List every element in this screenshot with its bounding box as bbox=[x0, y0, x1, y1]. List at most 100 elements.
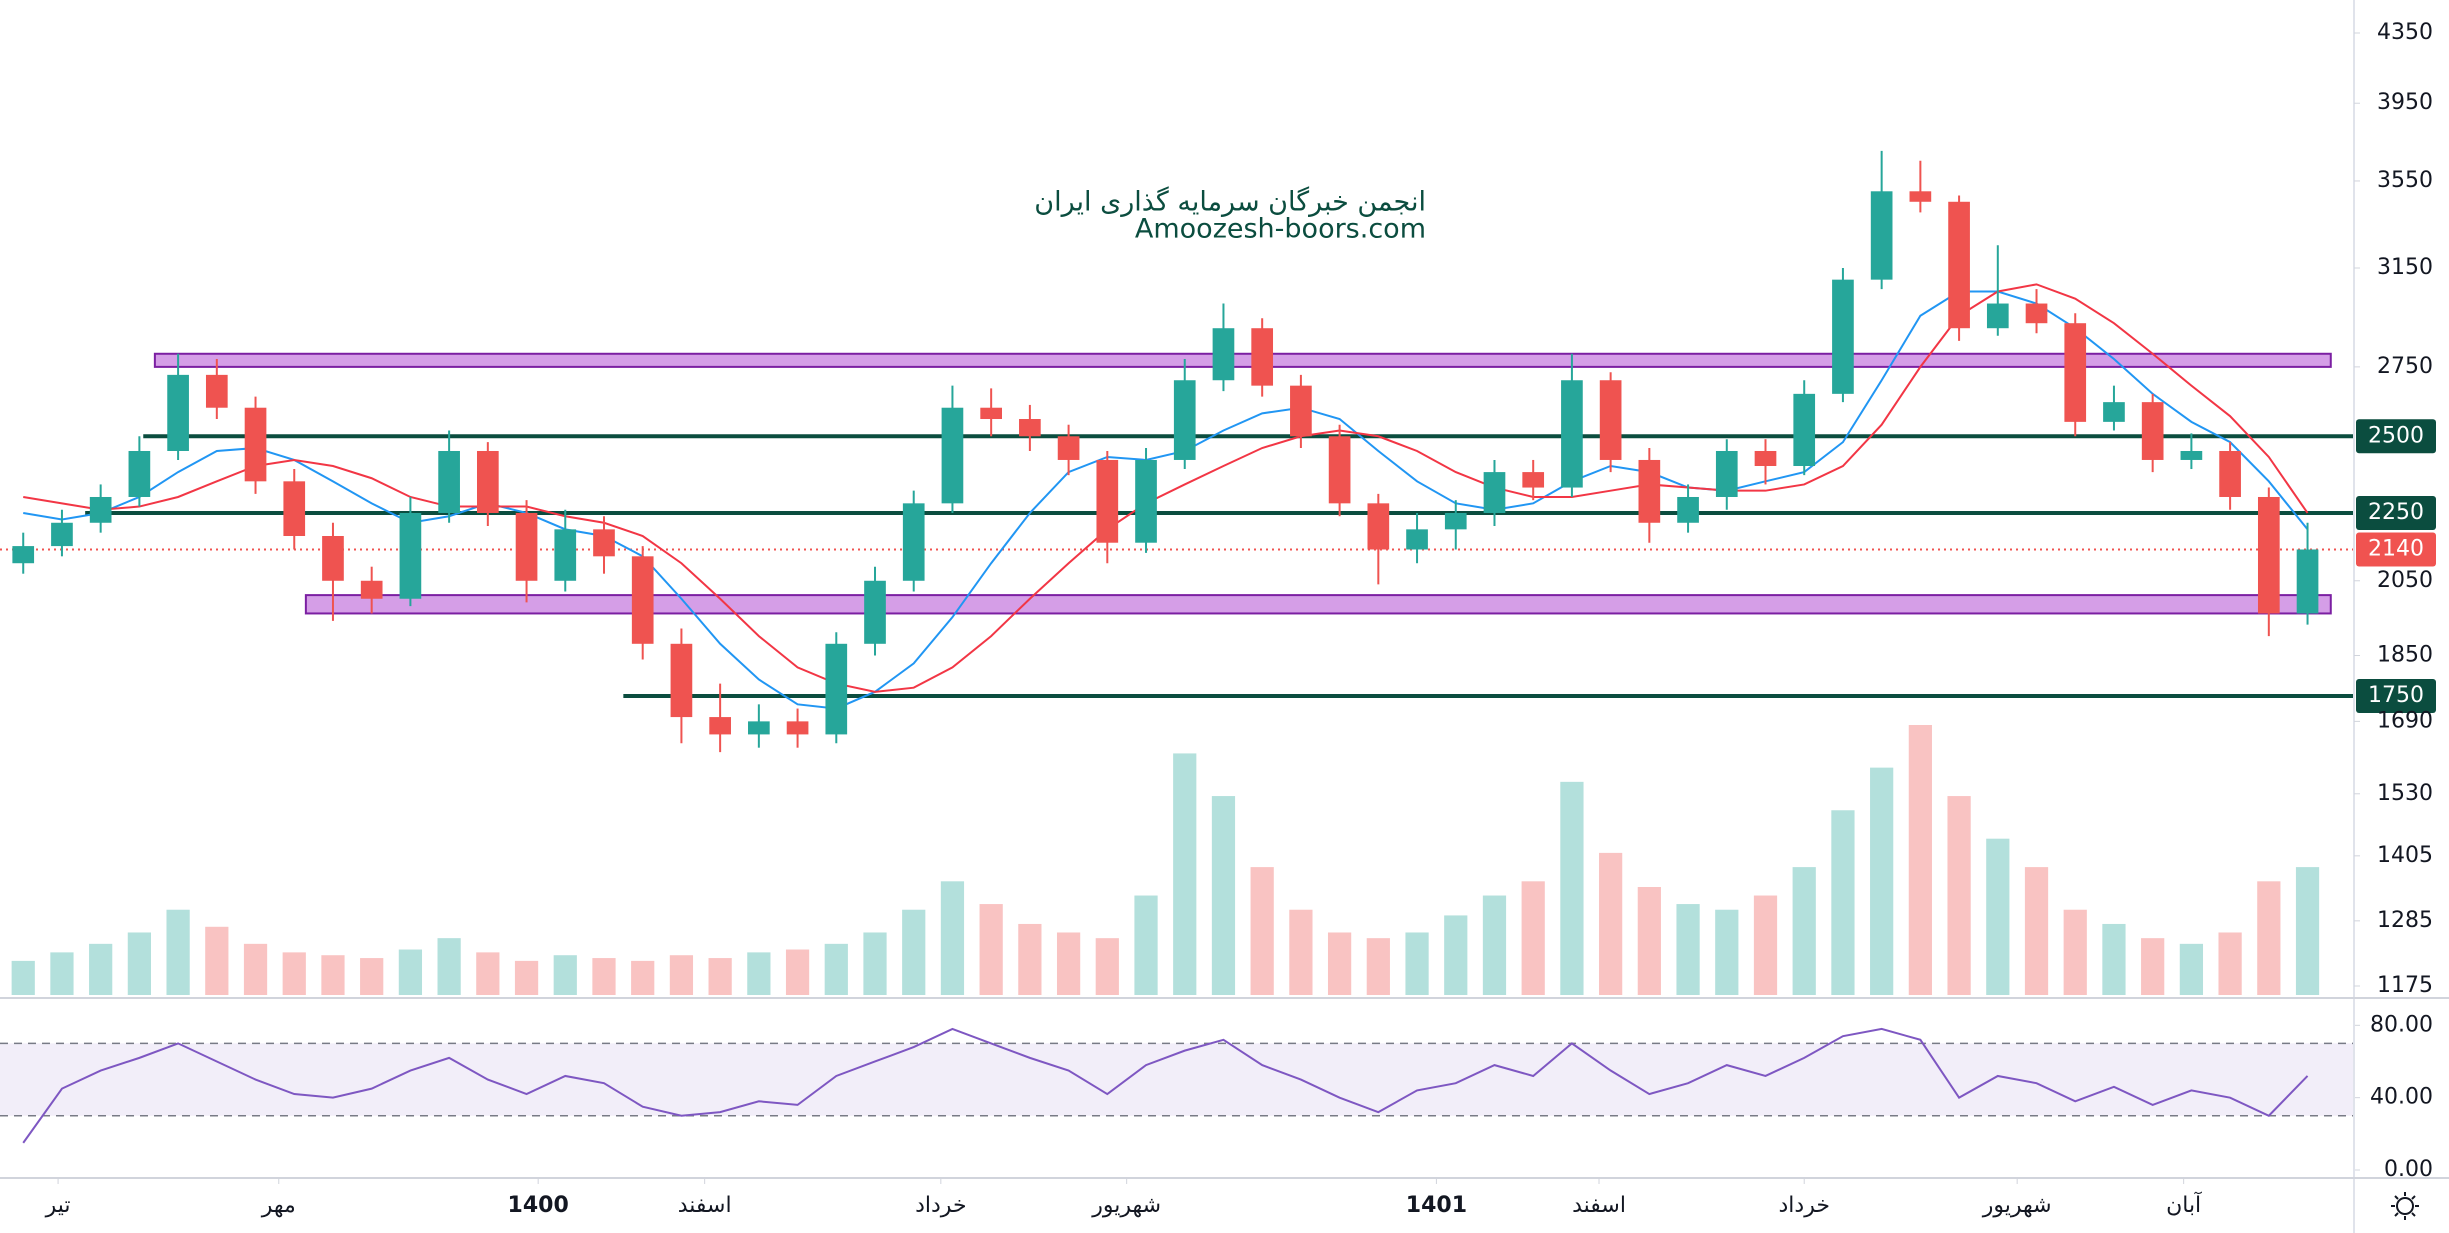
volume-bar bbox=[2141, 938, 2165, 995]
x-tick-label: اسفند bbox=[1572, 1193, 1626, 1218]
volume-bar bbox=[1482, 895, 1507, 995]
candle-body bbox=[941, 407, 964, 504]
settings-icon-circle bbox=[2396, 1197, 2414, 1215]
rsi-y-tick-label: 40.00 bbox=[2370, 1085, 2433, 1110]
candle-body bbox=[322, 536, 344, 581]
volume-bar bbox=[1327, 932, 1352, 995]
volume-bar bbox=[1521, 881, 1545, 995]
volume-bar bbox=[1211, 796, 1236, 995]
candle-body bbox=[1019, 419, 1041, 437]
volume-bar bbox=[476, 952, 500, 995]
candle-body bbox=[1367, 503, 1390, 550]
volume-bar bbox=[127, 932, 151, 995]
volume-bar bbox=[2179, 943, 2204, 995]
volume-bar bbox=[1095, 938, 1119, 995]
candle-body bbox=[593, 529, 615, 557]
y-tick-label: 3550 bbox=[2377, 168, 2433, 193]
volume-bar bbox=[1366, 938, 1390, 995]
x-tick-label: خرداد bbox=[1778, 1193, 1829, 1218]
candle-body bbox=[167, 374, 189, 451]
volume-bar bbox=[553, 955, 577, 995]
volume-bar bbox=[592, 958, 616, 995]
candle-body bbox=[12, 546, 35, 564]
volume-bar bbox=[1753, 895, 1778, 995]
volume-bar bbox=[243, 943, 268, 995]
y-tick-label: 1285 bbox=[2377, 908, 2433, 933]
volume-bar bbox=[1560, 781, 1584, 995]
x-tick-label: تیر bbox=[45, 1193, 71, 1218]
volume-bar bbox=[1405, 932, 1429, 995]
volume-bar bbox=[2295, 867, 2320, 995]
candle-body bbox=[1444, 512, 1467, 530]
volume-bar bbox=[166, 909, 190, 995]
y-tick-label: 1405 bbox=[2377, 843, 2433, 868]
candle-body bbox=[1328, 436, 1351, 504]
x-tick-label: شهریور bbox=[1982, 1193, 2052, 1218]
candle-body bbox=[1832, 279, 1854, 394]
x-tick-label: شهریور bbox=[1091, 1193, 1161, 1218]
x-tick-label: آبان bbox=[2166, 1191, 2202, 1218]
volume-bar bbox=[1792, 867, 1816, 995]
volume-bar bbox=[1599, 852, 1623, 995]
axes: 4350 3950 3550 3150 2750 2050 1850 1690 1530 1405… bbox=[45, 20, 2433, 1218]
level-label-box bbox=[2356, 678, 2436, 713]
candle-body bbox=[2025, 303, 2048, 324]
volume-bar bbox=[2218, 932, 2242, 995]
candle-body bbox=[1677, 496, 1699, 523]
level-label: 2500 bbox=[2368, 423, 2424, 448]
settings-icon[interactable] bbox=[2391, 1192, 2419, 1220]
candle-body bbox=[2180, 450, 2203, 460]
candle-body bbox=[2257, 496, 2280, 614]
candle-body bbox=[1638, 459, 1661, 523]
candle-body bbox=[554, 529, 577, 581]
candle-body bbox=[283, 481, 306, 537]
y-tick-label: 1530 bbox=[2377, 781, 2433, 806]
volume-bar bbox=[11, 960, 35, 995]
candles bbox=[12, 150, 2319, 753]
candle-body bbox=[1212, 328, 1235, 381]
volume-bar bbox=[902, 909, 926, 995]
last-price-box bbox=[2356, 532, 2436, 567]
volume-bar bbox=[1637, 887, 1661, 995]
volume-bar bbox=[89, 943, 113, 995]
watermark: Amoozesh-boors.com bbox=[1135, 214, 1426, 245]
candle-body bbox=[825, 643, 848, 735]
volume-bar bbox=[514, 960, 539, 995]
volume-bar bbox=[1676, 904, 1700, 995]
candle-body bbox=[89, 496, 112, 523]
volume-bar bbox=[1831, 810, 1855, 995]
volume-bar bbox=[631, 960, 655, 995]
volume-bar bbox=[437, 938, 461, 995]
candle-body bbox=[902, 503, 925, 581]
volume-bar bbox=[282, 952, 306, 995]
x-tick-label: 1400 bbox=[508, 1193, 569, 1218]
volume-bar bbox=[2102, 923, 2126, 995]
y-tick-label: 3150 bbox=[2377, 255, 2433, 280]
candle-body bbox=[2296, 549, 2319, 614]
levels: 2500 2250 1750 2140 bbox=[0, 419, 2436, 713]
candle-body bbox=[1793, 393, 1816, 466]
zone bbox=[153, 352, 2332, 368]
volume-bar bbox=[1986, 838, 2010, 995]
volume-pane bbox=[11, 725, 2320, 995]
volume-bar bbox=[785, 949, 810, 995]
moving-average bbox=[23, 283, 2309, 693]
x-tick-label: خرداد bbox=[915, 1193, 966, 1218]
candle-body bbox=[2103, 402, 2125, 422]
y-tick-label: 4350 bbox=[2377, 20, 2433, 45]
volume-bar bbox=[1018, 923, 1042, 995]
volume-bar bbox=[2024, 867, 2049, 995]
candle-body bbox=[1290, 385, 1312, 437]
candle-body bbox=[1483, 472, 1506, 513]
candle-body bbox=[1909, 191, 1932, 202]
volume-bar bbox=[205, 926, 229, 995]
candle-body bbox=[2064, 323, 2087, 422]
candle-body bbox=[748, 721, 770, 735]
candle-body bbox=[1599, 380, 1622, 460]
candle-body bbox=[786, 721, 809, 735]
volume-bar bbox=[1715, 909, 1739, 995]
volume-bar bbox=[1444, 915, 1468, 995]
